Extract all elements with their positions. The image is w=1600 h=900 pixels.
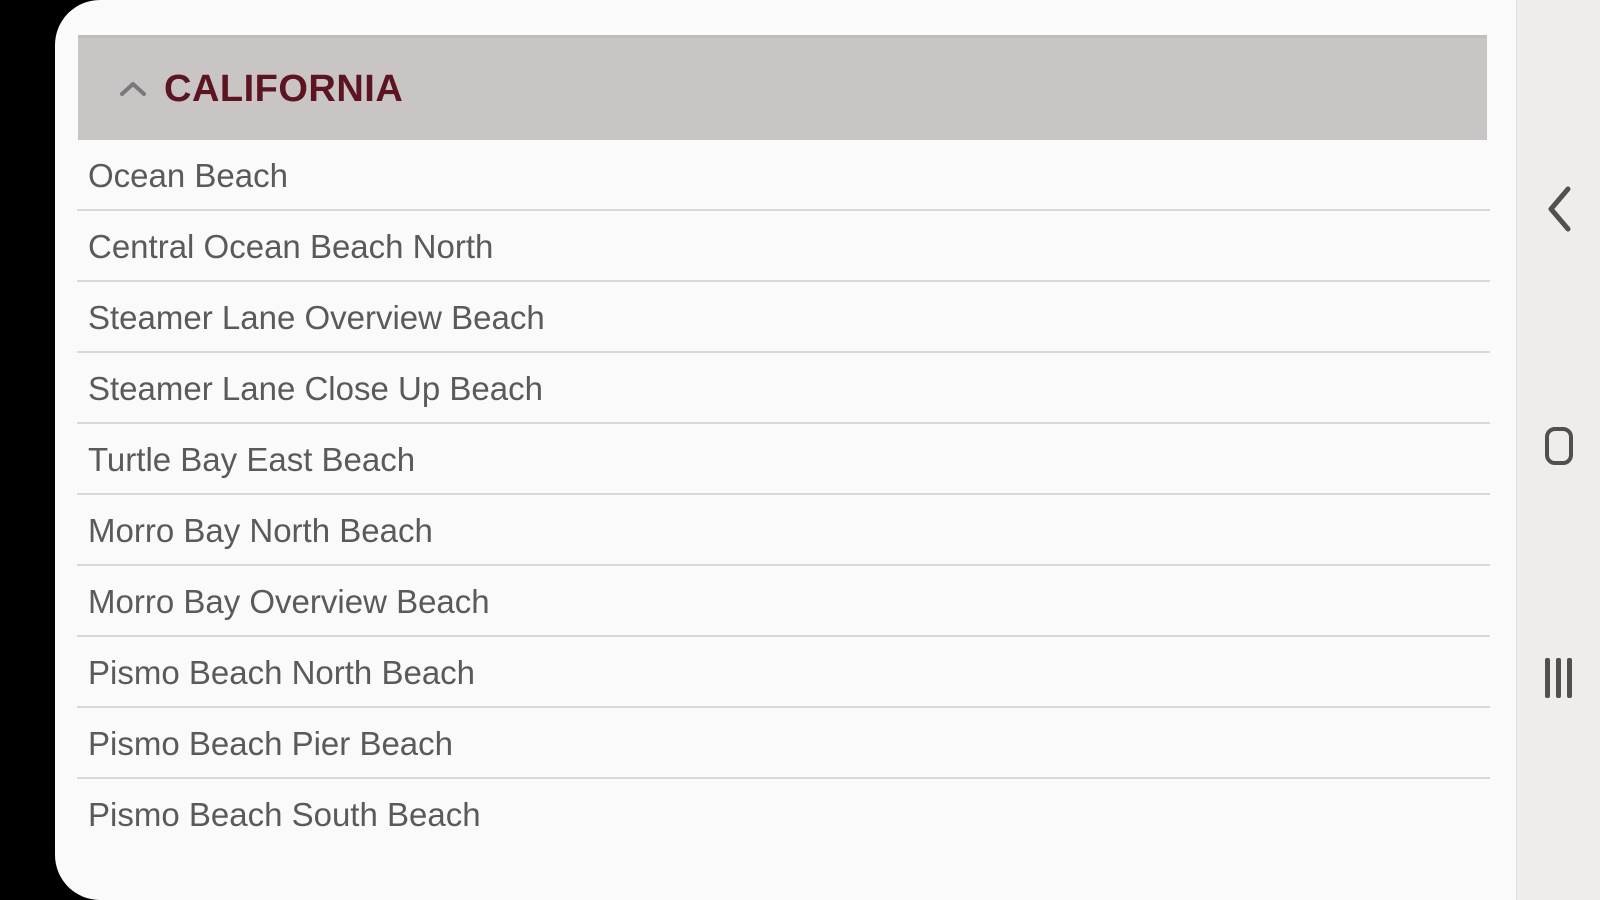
beach-name-label: Pismo Beach North Beach <box>88 653 476 691</box>
section-title: CALIFORNIA <box>164 67 404 110</box>
beach-name-label: Morro Bay Overview Beach <box>88 582 490 620</box>
list-item[interactable]: Pismo Beach Pier Beach <box>55 708 1517 779</box>
back-icon <box>1548 186 1570 232</box>
list-item[interactable]: Turtle Bay East Beach <box>55 424 1517 495</box>
chevron-up-icon[interactable] <box>120 80 146 98</box>
beach-name-label: Steamer Lane Close Up Beach <box>88 369 543 407</box>
list-item[interactable]: Morro Bay North Beach <box>55 495 1517 566</box>
list-item[interactable]: Central Ocean Beach North <box>55 211 1517 282</box>
home-icon <box>1544 427 1573 465</box>
beach-name-label: Morro Bay North Beach <box>88 511 433 549</box>
back-button[interactable] <box>1517 186 1600 232</box>
beach-name-label: Ocean Beach <box>88 156 288 194</box>
recents-button[interactable] <box>1517 656 1600 700</box>
list-item[interactable]: Pismo Beach North Beach <box>55 637 1517 708</box>
beach-name-label: Turtle Bay East Beach <box>88 440 416 478</box>
app-content-card: CALIFORNIA Ocean Beach Central Ocean Bea… <box>55 0 1517 900</box>
beach-name-label: Pismo Beach Pier Beach <box>88 724 454 762</box>
home-button[interactable] <box>1517 424 1600 468</box>
list-item[interactable]: Ocean Beach <box>55 140 1517 211</box>
beach-list: Ocean Beach Central Ocean Beach North St… <box>55 140 1517 850</box>
recents-icon <box>1545 658 1572 698</box>
list-item[interactable]: Steamer Lane Close Up Beach <box>55 353 1517 424</box>
beach-name-label: Pismo Beach South Beach <box>88 795 481 833</box>
list-item[interactable]: Pismo Beach South Beach <box>55 779 1517 850</box>
android-navigation-bar <box>1516 0 1600 900</box>
beach-name-label: Central Ocean Beach North <box>88 227 494 265</box>
beach-name-label: Steamer Lane Overview Beach <box>88 298 545 336</box>
list-item[interactable]: Steamer Lane Overview Beach <box>55 282 1517 353</box>
state-section-header[interactable]: CALIFORNIA <box>78 35 1487 140</box>
list-item[interactable]: Morro Bay Overview Beach <box>55 566 1517 637</box>
